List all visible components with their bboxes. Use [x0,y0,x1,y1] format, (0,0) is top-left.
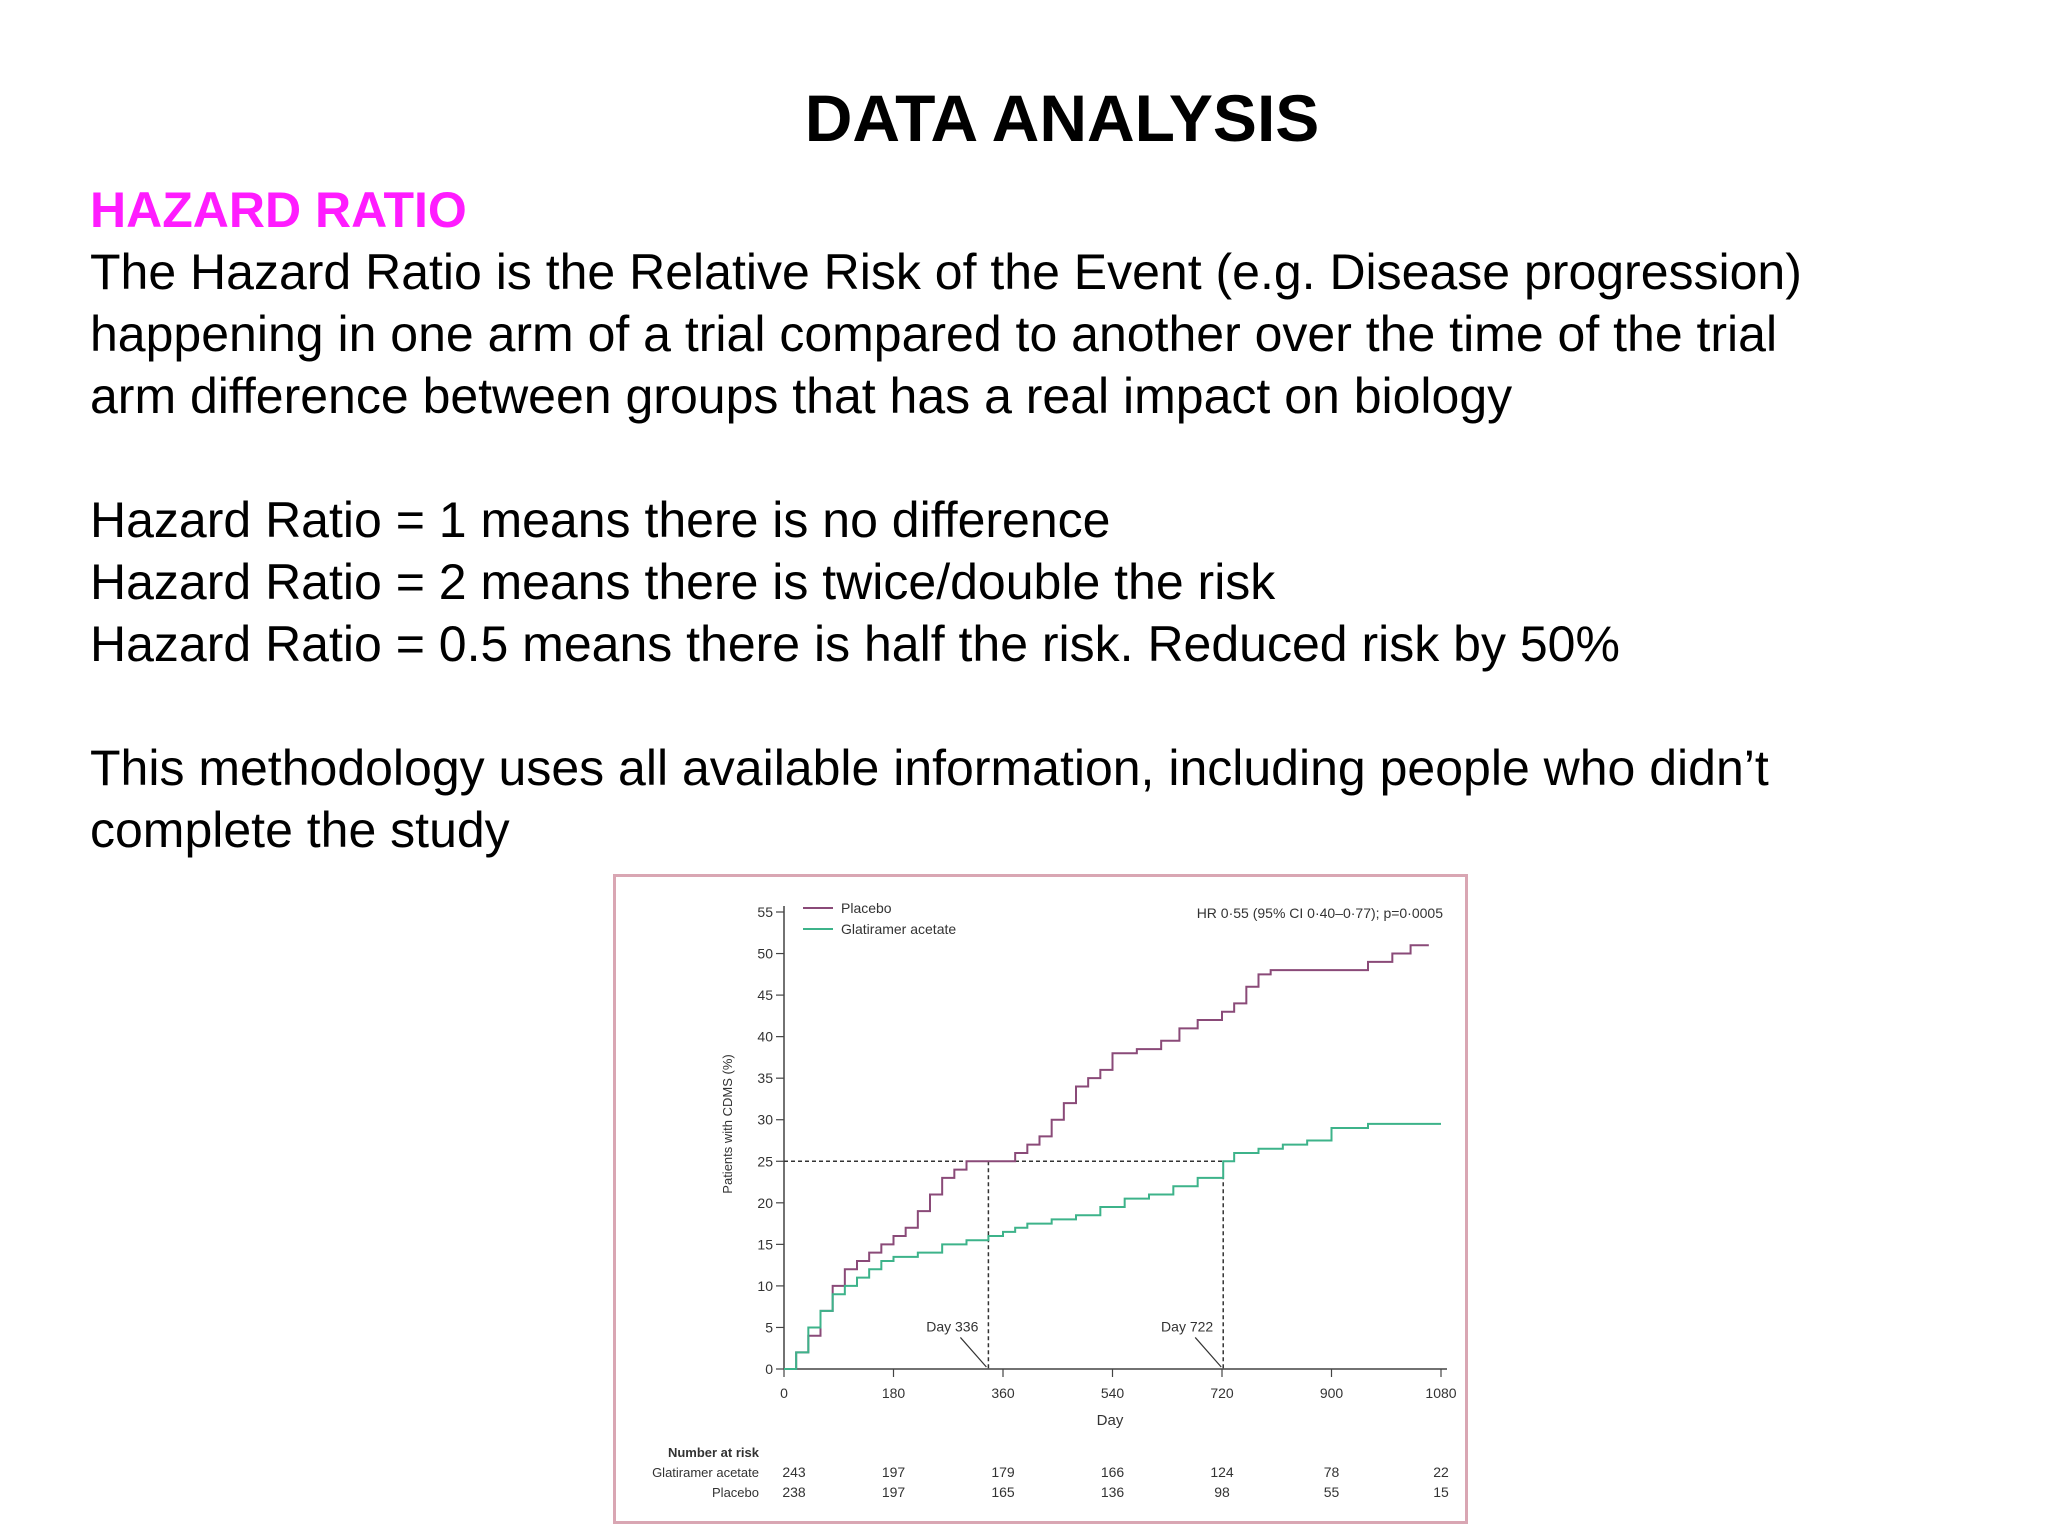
definition-line: The Hazard Ratio is the Relative Risk of… [90,244,1802,300]
example-line: Hazard Ratio = 0.5 means there is half t… [90,616,1620,672]
series-line-glatiramer-acetate [784,1122,1441,1370]
reference-day-label: Day 336 [926,1318,978,1334]
slide-title: DATA ANALYSIS [804,81,1320,155]
reference-pointer [1194,1337,1222,1368]
x-tick-label: 180 [882,1385,906,1401]
y-tick-label: 25 [757,1153,773,1169]
figure-frame [613,874,1468,1524]
kaplan-meier-chart: 0 5 10 15 20 25 30 35 40 45 50 55 0 180 360 540 720 900 10… [613,874,1468,1524]
y-tick-label: 45 [757,987,773,1003]
y-tick-label: 0 [765,1361,773,1377]
kaplan-meier-figure: 0 5 10 15 20 25 30 35 40 45 50 55 0 180 360 540 720 900 10… [613,874,1468,1524]
risk-table-cell: 55 [1324,1484,1340,1500]
y-tick-label: 35 [757,1070,773,1086]
risk-table-cell: 197 [882,1464,906,1480]
risk-table-cell: 22 [1433,1464,1449,1480]
risk-table-row-label: Glatiramer acetate [652,1465,759,1480]
y-axis-label: Patients with CDMS (%) [720,1054,735,1193]
definition-line: happening in one arm of a trial compared… [90,306,1778,362]
legend-label: Placebo [841,900,892,916]
reference-day-label: Day 722 [1161,1318,1213,1334]
note-line: complete the study [90,802,510,858]
x-tick-label: 1080 [1425,1385,1456,1401]
section-heading: HAZARD RATIO [90,182,467,238]
risk-table-cell: 136 [1101,1484,1125,1500]
y-tick-label: 20 [757,1195,773,1211]
risk-table-cell: 98 [1214,1484,1230,1500]
x-tick-label: 540 [1101,1385,1125,1401]
example-line: Hazard Ratio = 2 means there is twice/do… [90,554,1276,610]
y-tick-label: 15 [757,1236,773,1252]
x-tick-label: 0 [780,1385,788,1401]
risk-table-cell: 15 [1433,1484,1449,1500]
x-tick-label: 900 [1320,1385,1344,1401]
x-axis-label: Day [1097,1412,1124,1429]
series-line-placebo [784,944,1429,1370]
y-tick-label: 30 [757,1112,773,1128]
y-tick-label: 5 [765,1319,773,1335]
risk-table-cell: 166 [1101,1464,1125,1480]
y-tick-label: 40 [757,1029,773,1045]
risk-table-cell: 179 [991,1464,1015,1480]
example-line: Hazard Ratio = 1 means there is no diffe… [90,492,1111,548]
note-line: This methodology uses all available info… [90,740,1769,796]
y-tick-label: 50 [757,946,773,962]
legend-label: Glatiramer acetate [841,921,956,937]
x-tick-label: 720 [1210,1385,1234,1401]
reference-pointer [959,1337,987,1368]
y-tick-label: 10 [757,1278,773,1294]
risk-table-cell: 78 [1324,1464,1340,1480]
risk-table-cell: 165 [991,1484,1015,1500]
y-tick-label: 55 [757,904,773,920]
definition-line: arm difference between groups that has a… [90,368,1513,424]
risk-table-cell: 197 [882,1484,906,1500]
risk-table-cell: 124 [1210,1464,1234,1480]
risk-table-title: Number at risk [668,1445,760,1460]
hazard-ratio-annotation: HR 0·55 (95% CI 0·40–0·77); p=0·0005 [1197,905,1444,921]
risk-table-cell: 238 [782,1484,806,1500]
risk-table-cell: 243 [782,1464,806,1480]
x-tick-label: 360 [991,1385,1015,1401]
risk-table-row-label: Placebo [712,1485,759,1500]
